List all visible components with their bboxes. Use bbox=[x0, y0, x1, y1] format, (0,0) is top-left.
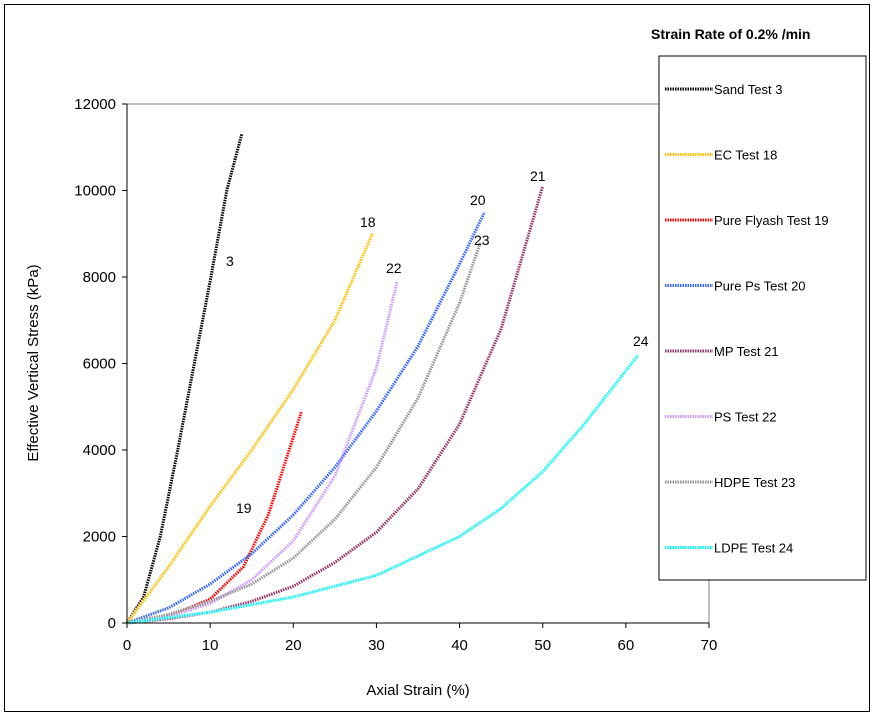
y-axis-label: Effective Vertical Stress (kPa) bbox=[25, 264, 42, 461]
y-tick-label: 4000 bbox=[83, 442, 116, 459]
y-tick-label: 2000 bbox=[83, 529, 116, 546]
series-line-4 bbox=[126, 211, 486, 625]
x-tick-label: 50 bbox=[534, 637, 551, 654]
series-annotation-6: 22 bbox=[386, 260, 402, 276]
series-line-5 bbox=[126, 185, 545, 625]
series-line-1 bbox=[125, 133, 244, 624]
series-annotation-1: 3 bbox=[226, 253, 234, 269]
legend-label-8: LDPE Test 24 bbox=[714, 541, 793, 556]
x-tick-label: 40 bbox=[451, 637, 468, 654]
legend-label-7: HDPE Test 23 bbox=[714, 475, 795, 490]
series-annotation-5: 21 bbox=[530, 168, 546, 184]
legend-label-5: MP Test 21 bbox=[714, 344, 779, 359]
x-tick-label: 70 bbox=[701, 637, 718, 654]
series-line-8 bbox=[126, 353, 640, 625]
plot-area bbox=[126, 103, 710, 624]
series-annotation-4: 20 bbox=[470, 192, 486, 208]
x-tick-label: 20 bbox=[285, 637, 302, 654]
series-annotation-3: 19 bbox=[236, 500, 252, 516]
series-line-7 bbox=[126, 241, 482, 625]
y-tick-label: 8000 bbox=[83, 269, 116, 286]
series-annotation-8: 24 bbox=[633, 333, 649, 349]
y-tick-label: 12000 bbox=[74, 96, 116, 113]
x-tick-label: 10 bbox=[202, 637, 219, 654]
y-tick-label: 0 bbox=[108, 615, 116, 632]
annotation-layer: 3 18 19 20 21 22 23 24 bbox=[226, 168, 649, 516]
legend-layer: Sand Test 3 EC Test 18 Pure Flyash Test 19… bbox=[665, 82, 829, 556]
x-axis-label: Axial Strain (%) bbox=[366, 682, 469, 699]
legend-label-3: Pure Flyash Test 19 bbox=[714, 213, 829, 228]
series-annotation-2: 18 bbox=[360, 214, 376, 230]
legend-label-4: Pure Ps Test 20 bbox=[714, 279, 806, 294]
legend-label-6: PS Test 22 bbox=[714, 410, 777, 425]
x-tick-label: 60 bbox=[618, 637, 635, 654]
legend-label-1: Sand Test 3 bbox=[714, 82, 782, 97]
y-tick-label: 6000 bbox=[83, 356, 116, 373]
series-annotation-7: 23 bbox=[474, 232, 490, 248]
x-tick-label: 0 bbox=[123, 637, 131, 654]
series-line-2 bbox=[125, 233, 374, 624]
legend-label-2: EC Test 18 bbox=[714, 148, 777, 163]
y-tick-label: 10000 bbox=[74, 183, 116, 200]
legend-title: Strain Rate of 0.2% /min bbox=[651, 26, 810, 42]
series-layer bbox=[125, 133, 640, 625]
series-line-3 bbox=[126, 410, 304, 625]
ticks-layer: 0 10 20 30 40 50 60 70 0 2000 4000 6000 8000 10000 120… bbox=[74, 96, 717, 654]
x-tick-label: 30 bbox=[368, 637, 385, 654]
legend-box bbox=[658, 55, 867, 581]
